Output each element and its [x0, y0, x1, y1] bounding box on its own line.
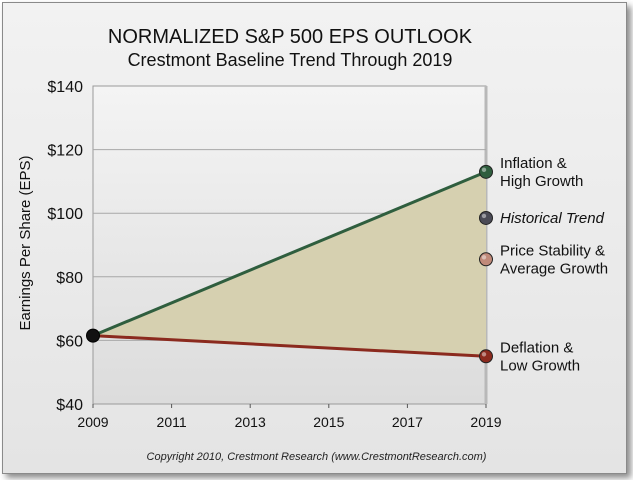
series-label-3: Deflation & — [500, 339, 573, 356]
end-point-3 — [479, 349, 493, 364]
end-point-0 — [479, 164, 493, 179]
y-tick-label: $60 — [56, 333, 83, 350]
end-point-highlight-3 — [481, 352, 487, 357]
y-tick-label: $80 — [56, 270, 83, 287]
end-point-1 — [479, 210, 493, 225]
y-tick-label: $100 — [47, 206, 83, 223]
end-point-highlight-0 — [481, 167, 487, 173]
x-tick-label: 2015 — [313, 414, 344, 430]
y-axis-label: Earnings Per Share (EPS) — [17, 155, 34, 330]
x-tick-label: 2009 — [77, 414, 108, 430]
chart-title: NORMALIZED S&P 500 EPS OUTLOOK — [107, 26, 473, 48]
end-point-highlight-2 — [481, 255, 487, 260]
chart-subtitle: Crestmont Baseline Trend Through 2019 — [127, 50, 453, 70]
x-tick-label: 2019 — [470, 414, 501, 430]
x-tick-label: 2017 — [392, 414, 423, 430]
series-line-0 — [92, 170, 487, 338]
series-line-3 — [92, 334, 487, 358]
copyright-text: Copyright 2010, Crestmont Research (www.… — [146, 451, 487, 463]
y-tick-label: $40 — [56, 397, 83, 414]
end-point-highlight-1 — [481, 213, 487, 219]
x-tick-label: 2011 — [157, 414, 187, 430]
start-point — [86, 328, 100, 343]
series-label-0: Inflation & — [500, 155, 567, 172]
series-label-2: Average Growth — [500, 260, 608, 277]
series-label-0: High Growth — [500, 173, 583, 190]
series-label-1: Historical Trend — [500, 210, 605, 227]
x-tick-label: 2013 — [235, 414, 266, 430]
y-tick-label: $140 — [47, 79, 83, 96]
series-label-3: Low Growth — [500, 357, 580, 374]
y-tick-label: $120 — [47, 143, 83, 160]
series-label-2: Price Stability & — [500, 242, 605, 259]
shaded-band — [93, 171, 486, 357]
end-point-2 — [479, 252, 493, 267]
